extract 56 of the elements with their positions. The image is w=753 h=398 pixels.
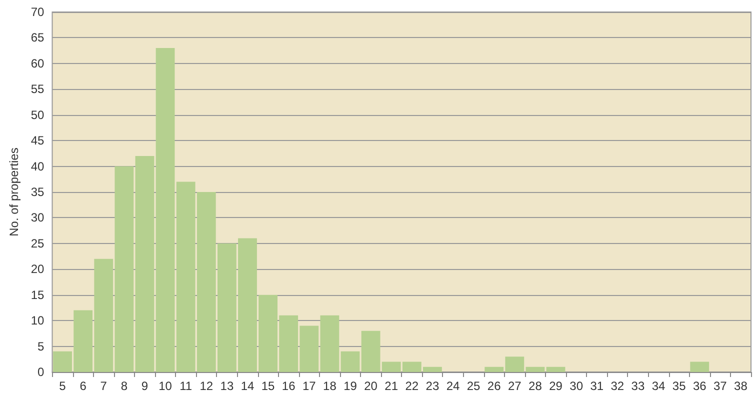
y-tick-label: 40 [30,159,45,174]
x-tick-label: 24 [446,379,460,393]
x-tick-label: 33 [631,379,645,393]
y-tick-label: 0 [38,365,45,379]
x-tick-label: 25 [466,379,481,393]
bar [546,366,566,372]
y-tick-label: 5 [38,339,45,354]
y-tick-label: 30 [30,210,45,225]
x-tick-label: 17 [302,379,316,393]
y-tick-label: 45 [30,134,45,148]
x-tick-label: 10 [158,379,172,393]
x-tick-label: 36 [692,379,707,393]
x-tick-label: 19 [344,379,358,393]
bar [340,351,360,372]
y-tick-label: 70 [30,5,45,19]
x-tick-label: 15 [261,379,276,393]
x-tick-label: 8 [120,379,128,393]
x-tick-label: 5 [59,379,66,393]
y-tick-label: 60 [30,56,45,70]
x-tick-label: 27 [508,379,522,393]
x-tick-label: 22 [405,379,419,393]
y-tick-label: 15 [30,288,45,302]
x-tick-label: 16 [282,379,296,393]
x-tick-label: 28 [528,379,542,393]
x-tick-label: 38 [734,379,748,393]
y-tick-label: 65 [30,30,45,45]
bar [526,366,545,372]
y-tick-label: 20 [30,262,45,276]
x-tick-label: 14 [240,379,254,393]
x-tick-label: 6 [80,379,87,393]
bar [135,156,154,372]
y-axis-title: No. of properties [7,148,21,236]
x-tick-label: 13 [220,379,234,393]
x-tick-label: 18 [323,379,337,393]
x-tick-label: 35 [672,379,686,393]
y-tick-label: 35 [30,185,45,199]
bar [690,362,710,372]
x-tick-label: 37 [713,379,728,393]
x-tick-label: 9 [141,379,148,393]
x-tick-label: 21 [384,379,398,393]
x-tick-label: 7 [100,379,108,393]
y-tick-label: 50 [30,108,45,122]
y-tick-label: 55 [30,82,45,96]
y-tick-label: 25 [30,236,45,250]
x-tick-label: 20 [364,379,378,393]
x-tick-label: 30 [570,379,584,393]
x-tick-label: 29 [549,379,563,393]
x-tick-label: 11 [180,379,192,393]
x-tick-label: 12 [200,379,214,393]
x-tick-label: 26 [487,379,502,393]
x-tick-label: 23 [426,379,440,393]
x-tick-label: 34 [652,379,666,393]
x-tick-label: 31 [590,379,604,393]
x-tick-label: 32 [610,379,624,393]
bar [156,48,175,372]
y-tick-label: 10 [30,314,45,328]
